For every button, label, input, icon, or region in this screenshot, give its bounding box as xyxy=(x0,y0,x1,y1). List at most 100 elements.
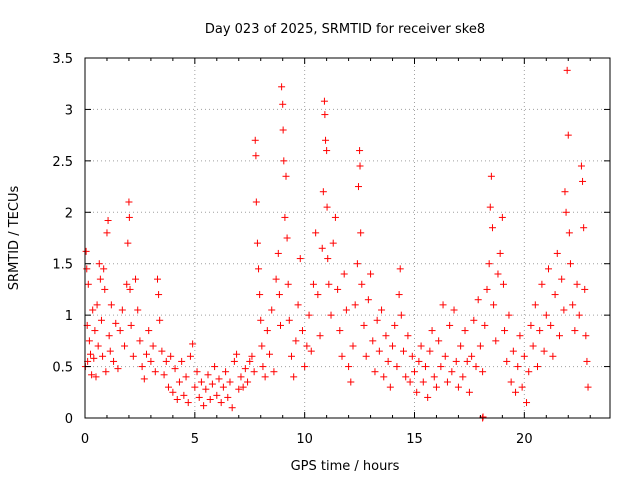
data-point xyxy=(540,347,548,355)
data-point xyxy=(268,306,276,314)
data-point xyxy=(195,393,203,401)
data-point xyxy=(391,321,399,329)
data-point xyxy=(275,291,283,299)
data-point xyxy=(312,229,320,237)
data-point xyxy=(106,347,114,355)
data-point xyxy=(566,260,574,268)
data-point xyxy=(169,388,177,396)
data-point xyxy=(483,285,491,293)
data-point xyxy=(435,337,443,345)
data-point xyxy=(428,327,436,335)
data-point xyxy=(84,280,92,288)
data-point xyxy=(327,311,335,319)
data-point xyxy=(124,239,132,247)
data-point xyxy=(474,296,482,304)
data-point xyxy=(536,327,544,335)
data-point xyxy=(173,395,181,403)
data-point xyxy=(514,363,522,371)
data-point xyxy=(285,316,293,324)
data-point xyxy=(200,402,208,410)
data-point xyxy=(351,301,359,309)
data-point xyxy=(282,172,290,180)
data-point xyxy=(138,363,146,371)
data-point xyxy=(287,352,295,360)
data-point xyxy=(136,337,144,345)
data-point xyxy=(551,291,559,299)
data-point xyxy=(316,332,324,340)
data-point xyxy=(180,391,188,399)
data-point xyxy=(233,350,241,358)
data-point xyxy=(357,229,365,237)
data-point xyxy=(149,342,157,350)
data-point xyxy=(518,383,526,391)
y-tick-label: 0.5 xyxy=(52,361,73,376)
data-point xyxy=(527,321,535,329)
data-point xyxy=(454,383,462,391)
data-point xyxy=(97,316,105,324)
data-point xyxy=(257,316,265,324)
data-point xyxy=(116,327,124,335)
data-point xyxy=(211,363,219,371)
data-point xyxy=(110,357,118,365)
data-point xyxy=(561,188,569,196)
data-point xyxy=(505,311,513,319)
data-point xyxy=(160,371,168,379)
data-point xyxy=(479,368,487,376)
x-tick-label: 20 xyxy=(516,432,533,447)
data-point xyxy=(95,260,103,268)
plot-border xyxy=(84,57,611,419)
data-point xyxy=(553,249,561,257)
data-point xyxy=(279,126,287,134)
data-point xyxy=(544,265,552,273)
y-tick-label: 2 xyxy=(65,206,73,221)
data-point xyxy=(145,327,153,335)
data-point xyxy=(397,311,405,319)
data-point xyxy=(280,157,288,165)
data-point xyxy=(118,306,126,314)
data-point xyxy=(248,352,256,360)
data-point xyxy=(171,365,179,373)
data-point xyxy=(226,378,234,386)
data-point xyxy=(101,285,109,293)
y-tick-label: 3 xyxy=(65,103,73,118)
data-point xyxy=(486,203,494,211)
data-point xyxy=(132,275,140,283)
data-point xyxy=(217,399,225,407)
data-point xyxy=(303,342,311,350)
data-point xyxy=(104,217,112,225)
data-point xyxy=(534,363,542,371)
data-point xyxy=(336,327,344,335)
data-point xyxy=(512,388,520,396)
data-point xyxy=(318,244,326,252)
data-point xyxy=(301,363,309,371)
data-point xyxy=(452,357,460,365)
data-point xyxy=(529,342,537,350)
data-point xyxy=(296,255,304,263)
data-point xyxy=(415,357,423,365)
data-point xyxy=(417,342,425,350)
data-point xyxy=(400,347,408,355)
data-point xyxy=(191,383,199,391)
x-tick-labels: 0 5 10 15 20 xyxy=(81,432,533,447)
data-point xyxy=(93,301,101,309)
data-point xyxy=(251,136,259,144)
data-point xyxy=(206,395,214,403)
data-point xyxy=(114,365,122,373)
data-point xyxy=(278,83,286,91)
data-point xyxy=(421,363,429,371)
data-point xyxy=(193,368,201,376)
data-point xyxy=(380,373,388,381)
data-point xyxy=(167,352,175,360)
data-point xyxy=(290,373,298,381)
data-point xyxy=(175,378,183,386)
data-point xyxy=(305,311,313,319)
data-point xyxy=(499,280,507,288)
data-point xyxy=(432,383,440,391)
data-point xyxy=(393,363,401,371)
data-point xyxy=(496,249,504,257)
data-point xyxy=(105,332,113,340)
y-tick-label: 2.5 xyxy=(52,155,73,170)
data-point xyxy=(549,352,557,360)
data-point xyxy=(558,275,566,283)
